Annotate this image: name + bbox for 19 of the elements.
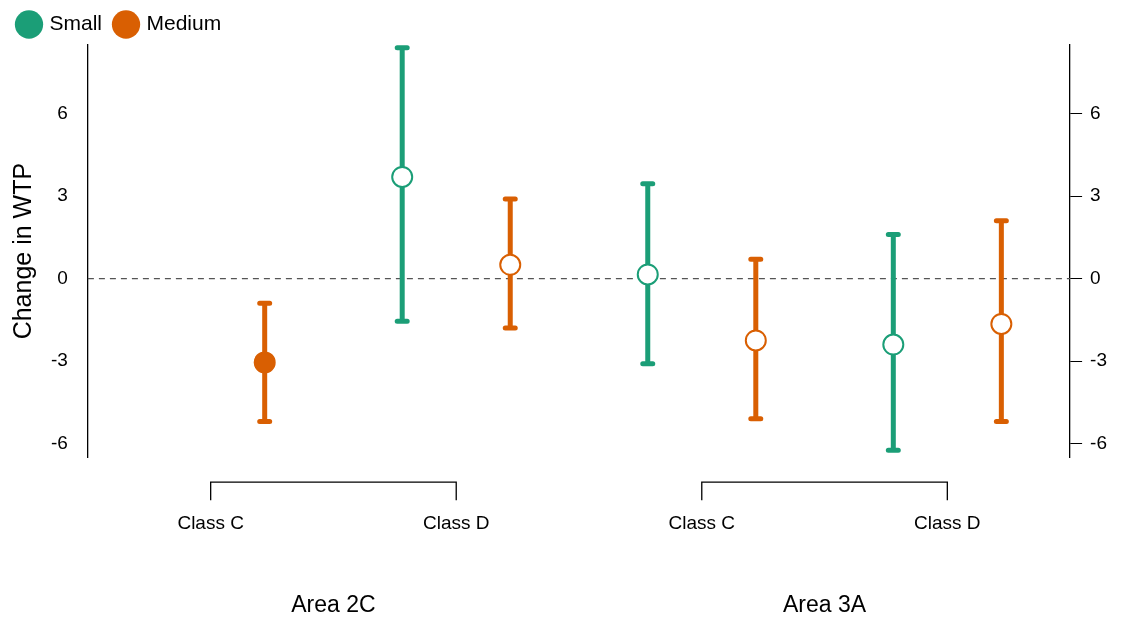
x-tick-label: Class C xyxy=(177,511,244,533)
y2-tick-label: 3 xyxy=(1090,184,1101,206)
x-tick-label: Class D xyxy=(422,511,490,533)
y-tick-label: 3 xyxy=(57,184,68,206)
text: Area 3A xyxy=(783,591,867,617)
y-axis-title: Change in WTP xyxy=(7,162,36,340)
y-tick-label: -3 xyxy=(50,349,68,371)
y-tick-label: -6 xyxy=(50,431,68,453)
legend-label: Medium xyxy=(146,11,222,35)
y2-tick-label: -6 xyxy=(1090,431,1108,453)
legend-label: Small xyxy=(49,11,103,35)
y2-tick-label: -3 xyxy=(1090,349,1108,371)
text: Area 2C xyxy=(291,591,376,617)
y-tick-label: 6 xyxy=(57,101,68,123)
x-tick-label: Class C xyxy=(668,511,736,533)
y2-tick-label: 0 xyxy=(1090,266,1101,288)
x-tick-label: Class D xyxy=(914,511,981,533)
y2-tick-label: 6 xyxy=(1090,101,1101,123)
y-tick-label: 0 xyxy=(57,266,68,288)
